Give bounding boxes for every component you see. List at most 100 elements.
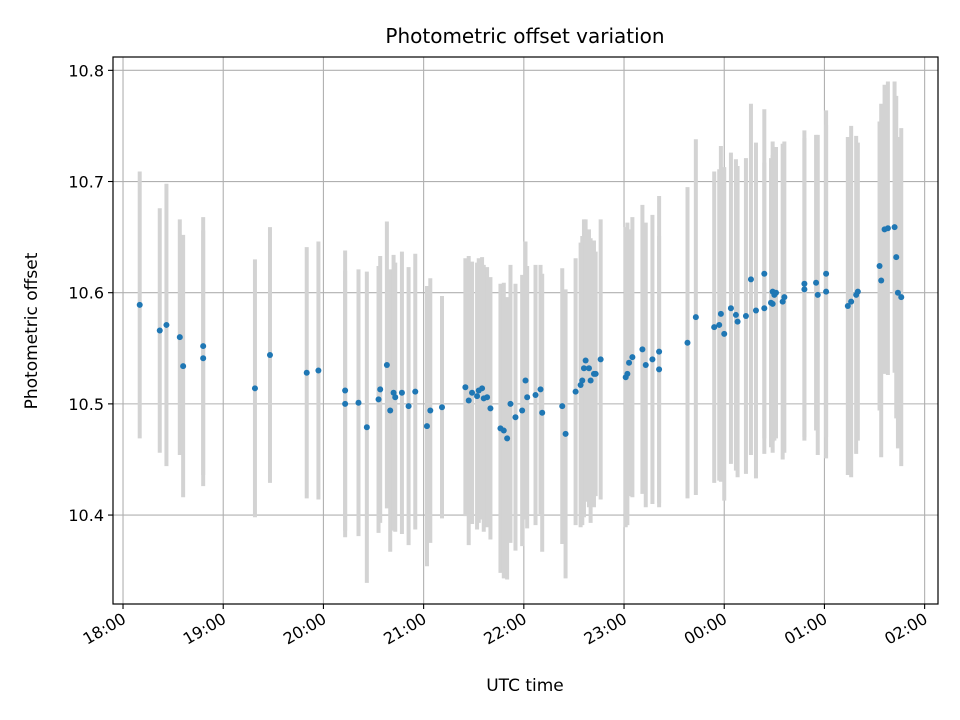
data-point	[200, 355, 207, 362]
data-point	[539, 409, 546, 416]
data-point	[136, 301, 143, 308]
data-point	[342, 387, 349, 394]
data-point	[537, 386, 544, 393]
data-point	[893, 254, 900, 261]
data-point	[387, 407, 394, 414]
data-point	[844, 303, 851, 310]
data-point	[769, 300, 776, 307]
data-point	[716, 321, 723, 328]
data-point	[398, 389, 405, 396]
plot-frame	[112, 56, 939, 605]
data-point	[474, 393, 481, 400]
data-point	[469, 389, 476, 396]
data-point	[251, 385, 258, 392]
data-point	[814, 291, 821, 298]
data-point	[479, 385, 486, 392]
point-layer	[136, 224, 905, 442]
data-point	[761, 270, 768, 277]
chart-title: Photometric offset variation	[385, 24, 664, 48]
data-point	[781, 294, 788, 301]
data-point	[624, 370, 631, 377]
data-point	[375, 396, 382, 403]
data-point	[761, 305, 768, 312]
data-point	[894, 289, 901, 296]
data-point	[465, 397, 472, 404]
data-point	[484, 394, 491, 401]
data-point	[383, 361, 390, 368]
data-point	[266, 351, 273, 358]
data-point	[363, 424, 370, 431]
data-point	[180, 363, 187, 370]
data-point	[823, 270, 830, 277]
data-point	[580, 365, 587, 372]
data-point	[823, 288, 830, 295]
data-point	[656, 366, 663, 373]
y-axis-title: Photometric offset	[22, 252, 42, 409]
data-point	[507, 400, 514, 407]
data-point	[898, 294, 905, 301]
data-point	[176, 334, 183, 341]
data-point	[427, 407, 434, 414]
data-point	[801, 286, 808, 293]
data-point	[597, 356, 604, 363]
data-point	[512, 414, 519, 421]
data-point	[692, 314, 699, 321]
data-point	[721, 330, 728, 337]
data-point	[876, 263, 883, 270]
y-tick-label: 10.6	[68, 284, 104, 303]
data-point	[342, 400, 349, 407]
y-tick-label: 10.4	[68, 506, 104, 525]
data-point	[462, 384, 469, 391]
y-tick-label: 10.8	[68, 61, 104, 80]
data-point	[801, 280, 808, 287]
data-point	[572, 388, 579, 395]
data-point	[524, 394, 531, 401]
data-point	[519, 407, 526, 414]
data-point	[582, 357, 589, 364]
y-tick-label: 10.7	[68, 173, 104, 192]
data-point	[562, 430, 569, 437]
data-point	[392, 394, 399, 401]
data-point	[487, 405, 494, 412]
data-point	[711, 324, 718, 331]
data-point	[813, 279, 820, 286]
x-axis-title: UTC time	[486, 676, 564, 696]
data-point	[878, 277, 885, 284]
data-point	[891, 224, 898, 231]
data-point	[405, 403, 412, 410]
data-point	[656, 348, 663, 355]
data-point	[522, 377, 529, 384]
data-point	[639, 346, 646, 353]
data-point	[649, 356, 656, 363]
data-point	[626, 359, 633, 366]
data-point	[592, 370, 599, 377]
data-point	[629, 354, 636, 361]
y-tick-label: 10.5	[68, 395, 104, 414]
data-point	[642, 361, 649, 368]
data-point	[854, 288, 861, 295]
data-point	[156, 327, 163, 334]
data-point	[734, 318, 741, 325]
data-point	[200, 343, 207, 350]
data-point	[163, 321, 170, 328]
data-point	[747, 276, 754, 283]
data-point	[303, 369, 310, 376]
data-point	[412, 388, 419, 395]
data-point	[315, 367, 322, 374]
data-point	[684, 339, 691, 346]
data-point	[423, 423, 430, 430]
data-point	[438, 404, 445, 411]
data-point	[742, 313, 749, 320]
data-point	[377, 386, 384, 393]
data-point	[585, 365, 592, 372]
data-point	[752, 307, 759, 314]
data-point	[587, 377, 594, 384]
data-point	[884, 225, 891, 232]
data-point	[500, 427, 507, 434]
data-point	[579, 377, 586, 384]
data-point	[727, 305, 734, 312]
data-point	[355, 399, 362, 406]
y-axis: 10.4 10.5 10.6 10.7 10.8	[68, 61, 113, 525]
data-point	[504, 435, 511, 442]
